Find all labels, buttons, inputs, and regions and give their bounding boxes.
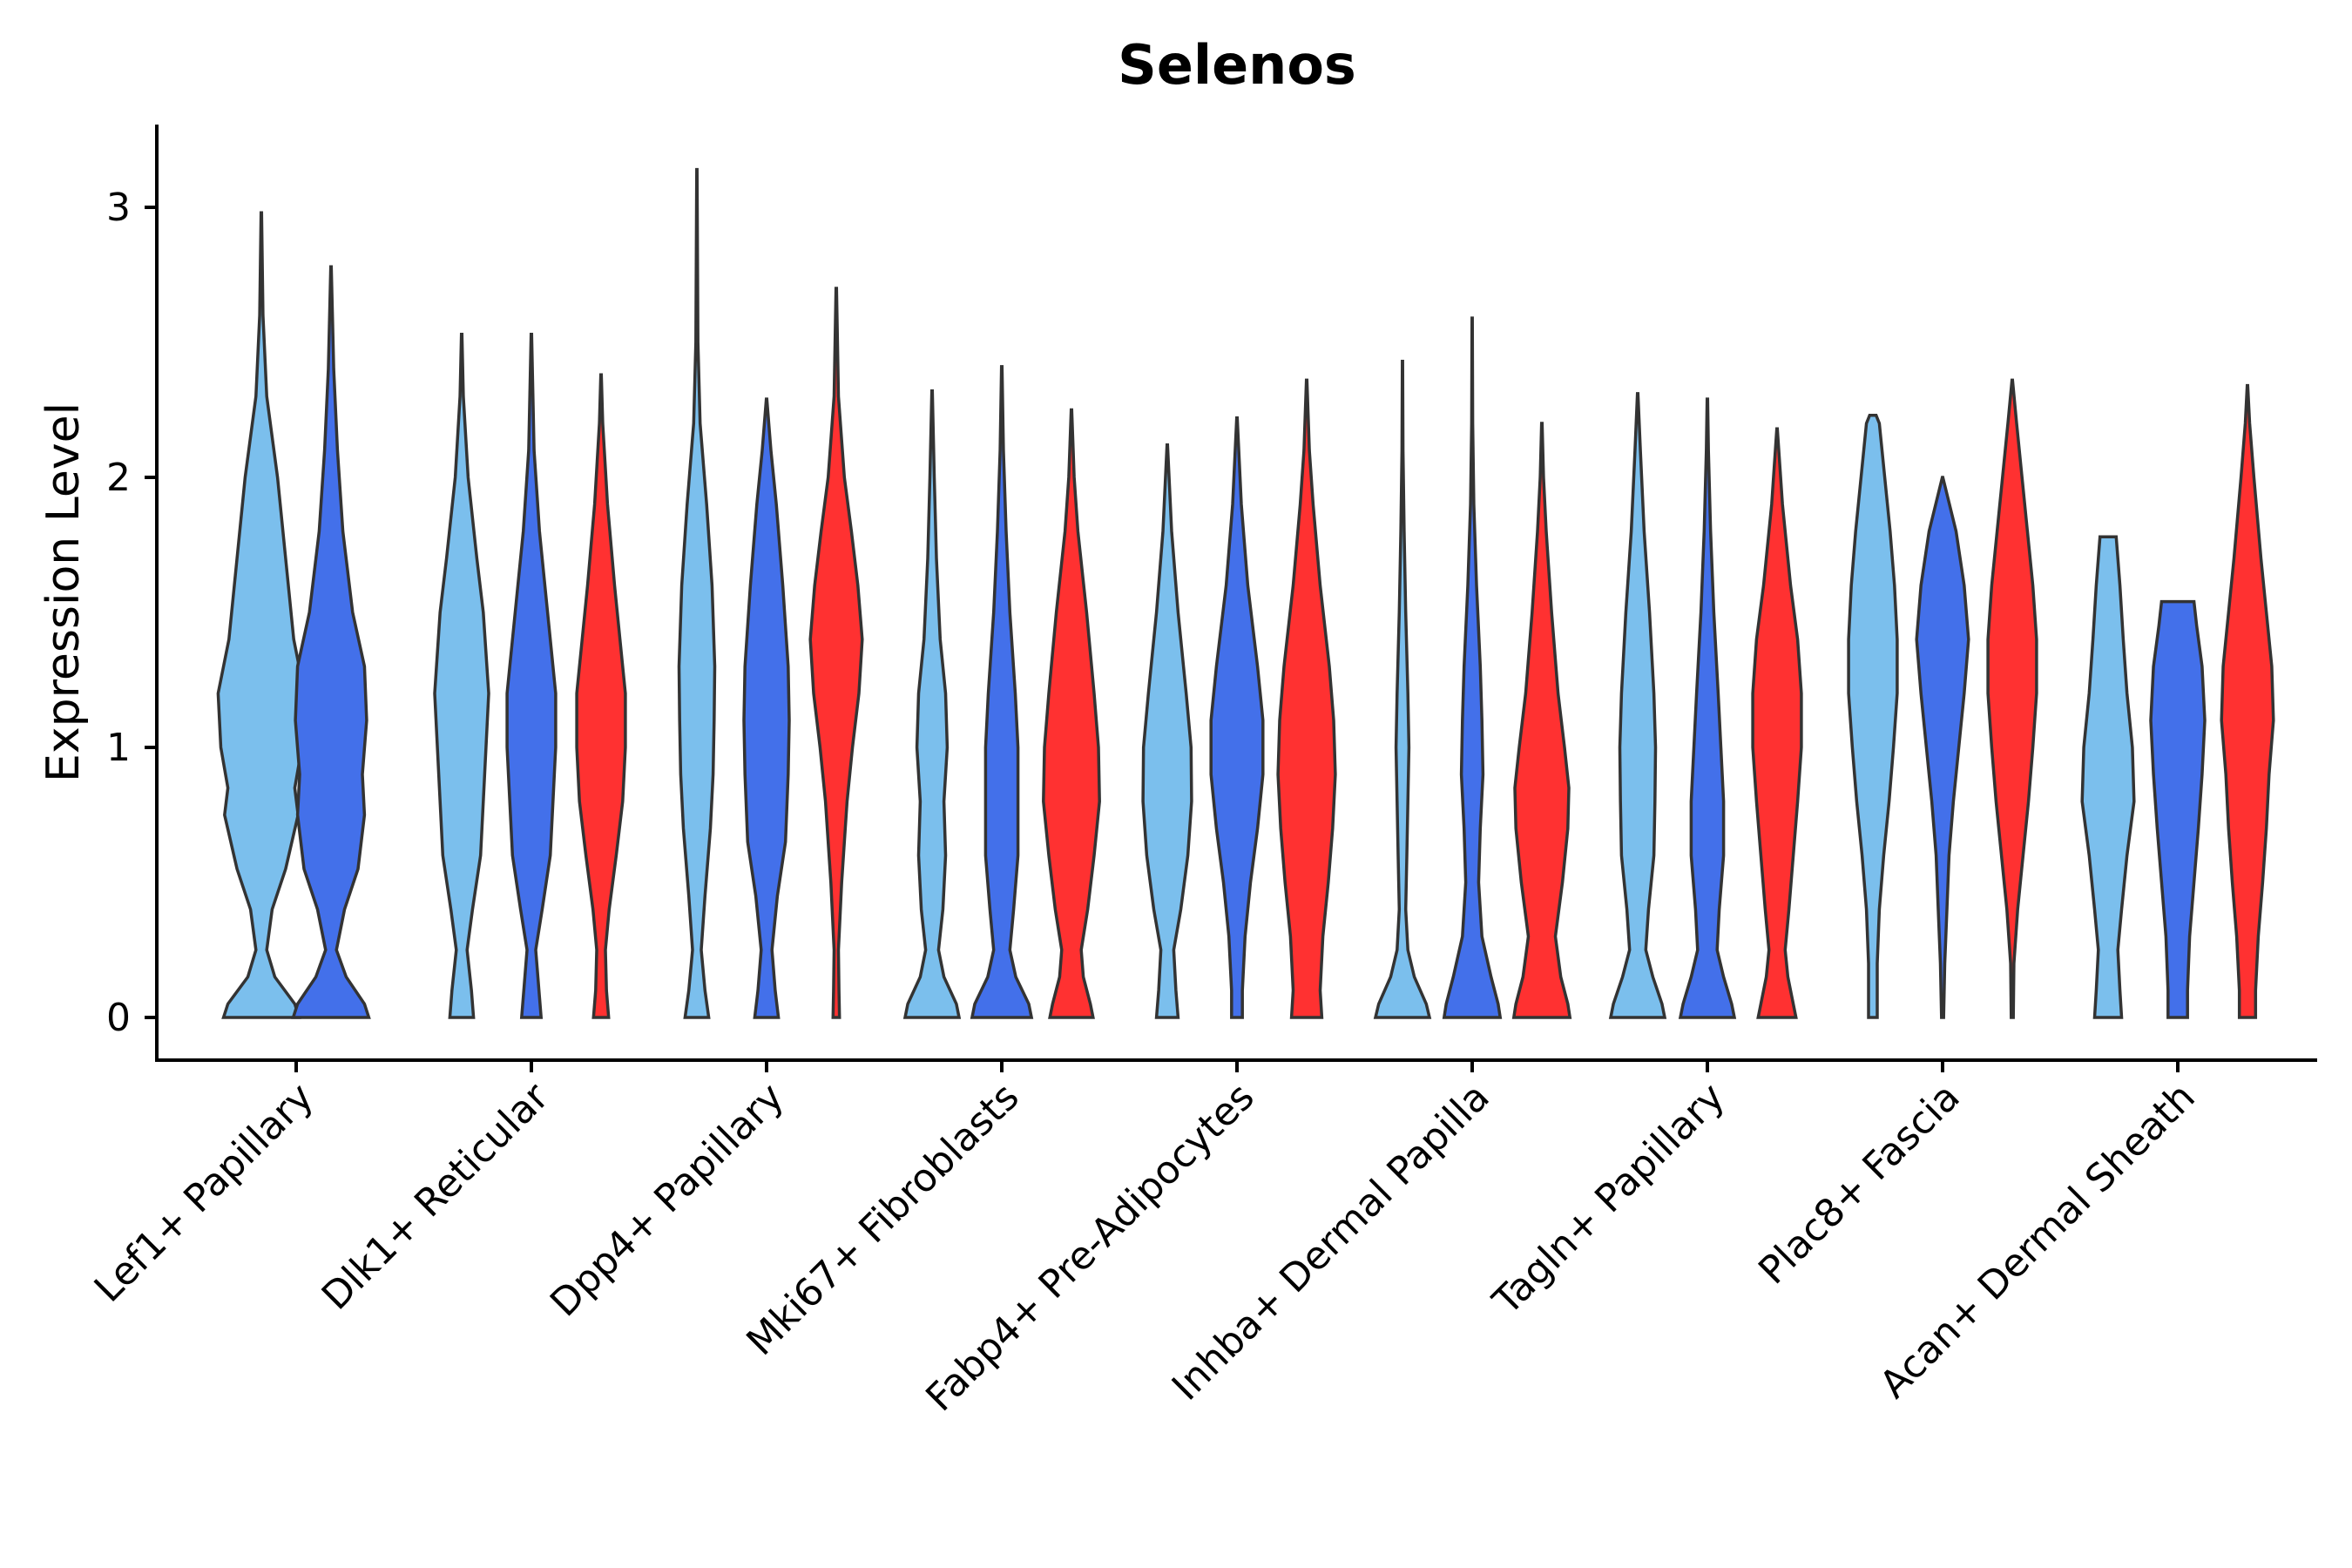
violin-fabp4-pre-adipocytes-red — [1276, 378, 1337, 1019]
violin-acan-dermal-sheath-red — [2220, 383, 2275, 1019]
violin-dlk1-reticular-red — [575, 373, 627, 1019]
y-axis-label: Expression Level — [37, 402, 90, 782]
violin-dpp4-papillary-royal-blue — [742, 397, 791, 1019]
violin-plac8-fascia-light-blue — [1847, 413, 1899, 1019]
violin-inhba-dermal-papilla-light-blue — [1373, 359, 1432, 1019]
x-tick-label: Plac8+ Fascia — [1750, 1075, 1969, 1294]
violin-dlk1-reticular-light-blue — [433, 332, 490, 1019]
violin-plac8-fascia-royal-blue — [1915, 476, 1970, 1019]
violin-acan-dermal-sheath-royal-blue — [2149, 599, 2207, 1019]
violin-inhba-dermal-papilla-royal-blue — [1442, 316, 1503, 1019]
violin-dlk1-reticular-royal-blue — [505, 332, 558, 1019]
y-tick-label: 0 — [106, 996, 131, 1040]
x-tick-label: Tagln+ Papillary — [1484, 1075, 1734, 1324]
chart-title: Selenos — [1118, 33, 1356, 97]
violin-fabp4-pre-adipocytes-light-blue — [1141, 443, 1193, 1019]
y-tick-label: 3 — [106, 186, 131, 230]
violin-mki67-fibroblasts-light-blue — [902, 389, 962, 1019]
violin-tagln-papillary-red — [1751, 427, 1803, 1019]
violin-fabp4-pre-adipocytes-royal-blue — [1209, 416, 1265, 1019]
violin-tagln-papillary-light-blue — [1608, 392, 1667, 1019]
violin-dpp4-papillary-red — [808, 287, 864, 1019]
violin-mki67-fibroblasts-red — [1042, 408, 1101, 1019]
violin-mki67-fibroblasts-royal-blue — [970, 365, 1034, 1019]
violin-dpp4-papillary-light-blue — [677, 167, 717, 1019]
x-tick-label: Lef1+ Papillary — [86, 1075, 322, 1311]
violin-plac8-fascia-red — [1986, 378, 2038, 1019]
violin-group — [216, 167, 2275, 1019]
violin-lef1-papillary-light-blue — [216, 211, 307, 1019]
violin-acan-dermal-sheath-light-blue — [2080, 535, 2136, 1019]
y-axis-ticks: 0 1 2 3 — [106, 186, 157, 1040]
y-tick-label: 2 — [106, 456, 131, 500]
y-tick-label: 1 — [106, 726, 131, 770]
violin-inhba-dermal-papilla-red — [1511, 422, 1572, 1019]
violin-lef1-papillary-royal-blue — [291, 265, 371, 1019]
violin-tagln-papillary-royal-blue — [1678, 397, 1737, 1019]
x-tick-label: Dpp4+ Papillary — [542, 1075, 793, 1326]
x-tick-label: Dlk1+ Reticular — [314, 1074, 558, 1319]
